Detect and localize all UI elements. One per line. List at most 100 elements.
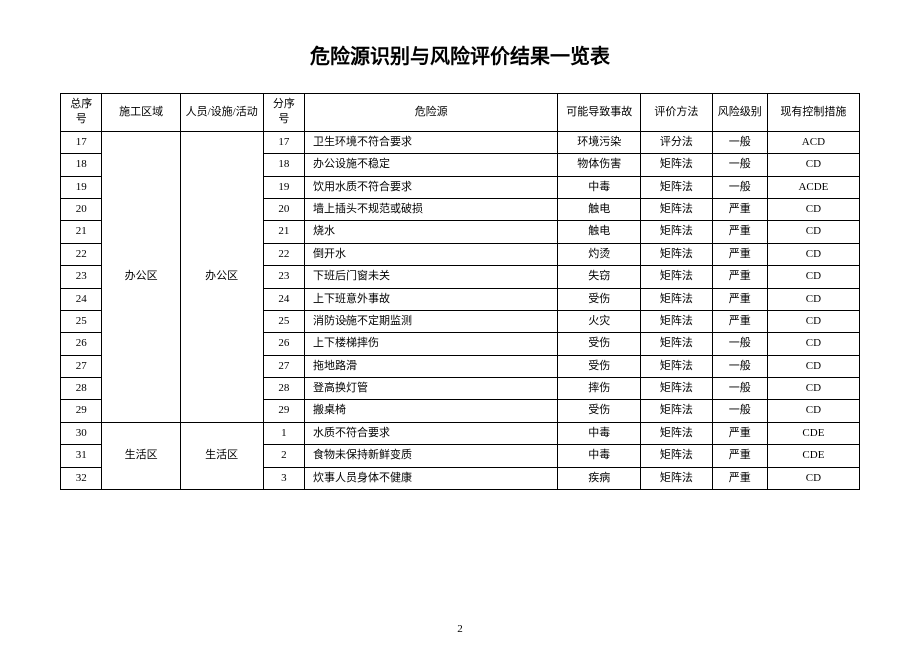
cell-method: 矩阵法 [641,355,712,377]
cell-control: CD [767,266,859,288]
cell-level: 一般 [712,355,767,377]
cell-seq: 31 [61,445,102,467]
page-title: 危险源识别与风险评价结果一览表 [60,40,860,69]
cell-method: 矩阵法 [641,310,712,332]
cell-hazard: 上下楼梯摔伤 [305,333,558,355]
cell-result: 灼烫 [558,243,641,265]
cell-result: 中毒 [558,422,641,444]
cell-sub: 26 [263,333,304,355]
dot-marker [344,319,347,322]
cell-method: 矩阵法 [641,445,712,467]
cell-method: 矩阵法 [641,221,712,243]
cell-method: 矩阵法 [641,378,712,400]
cell-result: 受伤 [558,288,641,310]
cell-seq: 23 [61,266,102,288]
col-area: 施工区域 [102,94,180,132]
cell-hazard: 登高换灯管 [305,378,558,400]
cell-result: 中毒 [558,445,641,467]
cell-seq: 26 [61,333,102,355]
cell-hazard: 墙上插头不规范或破损 [305,198,558,220]
cell-hazard: 拖地路滑 [305,355,558,377]
cell-control: CD [767,378,859,400]
cell-sub: 23 [263,266,304,288]
cell-area: 办公区 [102,131,180,422]
cell-result: 触电 [558,198,641,220]
cell-seq: 30 [61,422,102,444]
cell-control: CD [767,333,859,355]
cell-level: 一般 [712,400,767,422]
cell-method: 矩阵法 [641,176,712,198]
cell-method: 矩阵法 [641,154,712,176]
cell-control: CD [767,310,859,332]
cell-person: 办公区 [180,131,263,422]
cell-method: 矩阵法 [641,198,712,220]
cell-sub: 2 [263,445,304,467]
cell-sub: 24 [263,288,304,310]
cell-sub: 21 [263,221,304,243]
cell-method: 矩阵法 [641,266,712,288]
cell-control: CD [767,243,859,265]
cell-control: ACDE [767,176,859,198]
cell-control: CD [767,400,859,422]
cell-result: 火灾 [558,310,641,332]
cell-result: 受伤 [558,333,641,355]
cell-level: 一般 [712,176,767,198]
cell-sub: 17 [263,131,304,153]
cell-person: 生活区 [180,422,263,489]
cell-level: 一般 [712,154,767,176]
cell-sub: 22 [263,243,304,265]
cell-control: CD [767,355,859,377]
cell-seq: 32 [61,467,102,489]
cell-level: 严重 [712,288,767,310]
cell-control: CDE [767,445,859,467]
col-sub: 分序号 [263,94,304,132]
cell-sub: 20 [263,198,304,220]
cell-seq: 22 [61,243,102,265]
cell-result: 物体伤害 [558,154,641,176]
cell-method: 矩阵法 [641,243,712,265]
cell-level: 严重 [712,310,767,332]
cell-control: CDE [767,422,859,444]
cell-level: 严重 [712,221,767,243]
cell-level: 一般 [712,131,767,153]
header-row: 总序号 施工区域 人员/设施/活动 分序号 危险源 可能导致事故 评价方法 风险… [61,94,860,132]
cell-method: 矩阵法 [641,288,712,310]
cell-level: 严重 [712,445,767,467]
hazard-table: 总序号 施工区域 人员/设施/活动 分序号 危险源 可能导致事故 评价方法 风险… [60,93,860,490]
cell-hazard: 炊事人员身体不健康 [305,467,558,489]
cell-result: 疾病 [558,467,641,489]
cell-sub: 27 [263,355,304,377]
col-control: 现有控制措施 [767,94,859,132]
cell-sub: 3 [263,467,304,489]
table-row: 30生活区生活区1水质不符合要求中毒矩阵法严重CDE [61,422,860,444]
cell-sub: 1 [263,422,304,444]
cell-result: 触电 [558,221,641,243]
cell-result: 失窃 [558,266,641,288]
cell-sub: 28 [263,378,304,400]
col-hazard: 危险源 [305,94,558,132]
cell-level: 严重 [712,266,767,288]
cell-seq: 18 [61,154,102,176]
cell-seq: 19 [61,176,102,198]
cell-hazard: 办公设施不稳定 [305,154,558,176]
cell-hazard: 上下班意外事故 [305,288,558,310]
cell-method: 矩阵法 [641,333,712,355]
cell-level: 一般 [712,378,767,400]
cell-hazard: 倒开水 [305,243,558,265]
col-person: 人员/设施/活动 [180,94,263,132]
cell-control: CD [767,198,859,220]
cell-seq: 27 [61,355,102,377]
cell-hazard: 烧水 [305,221,558,243]
cell-level: 严重 [712,243,767,265]
cell-control: CD [767,467,859,489]
col-result: 可能导致事故 [558,94,641,132]
page-number: 2 [0,623,920,635]
cell-hazard: 饮用水质不符合要求 [305,176,558,198]
cell-method: 矩阵法 [641,467,712,489]
col-seq: 总序号 [61,94,102,132]
cell-result: 环境污染 [558,131,641,153]
cell-result: 受伤 [558,400,641,422]
cell-hazard: 下班后门窗未关 [305,266,558,288]
cell-area: 生活区 [102,422,180,489]
cell-hazard: 食物未保持新鲜变质 [305,445,558,467]
